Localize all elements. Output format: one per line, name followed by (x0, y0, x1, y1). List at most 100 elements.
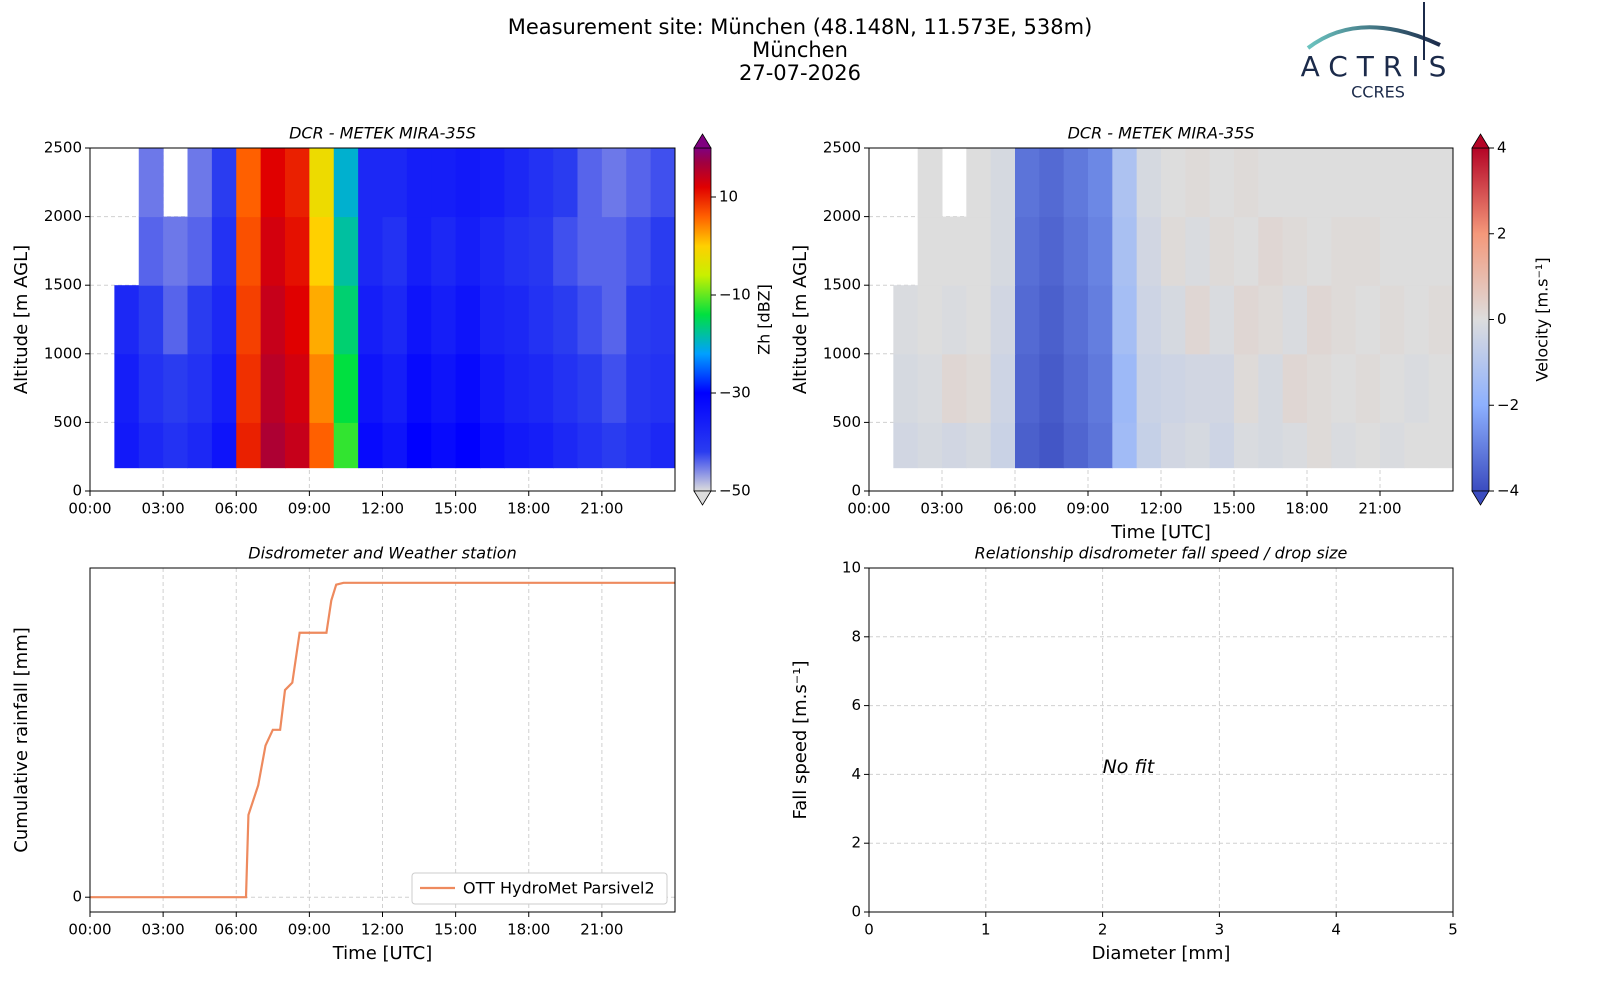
heat-cell (1258, 285, 1284, 355)
heat-cell (966, 422, 992, 469)
y-axis-label: Cumulative rainfall [mm] (11, 627, 32, 853)
heat-cell (163, 422, 188, 469)
heat-cell (236, 422, 262, 469)
heat-cell (406, 422, 432, 469)
heat-cell (333, 353, 359, 423)
x-tick-label: 12:00 (361, 500, 404, 518)
y-tick-label: 1000 (44, 344, 82, 362)
heat-cell (333, 216, 359, 286)
heat-cell (504, 216, 530, 286)
heat-cell (285, 216, 310, 286)
heat-cell (1185, 353, 1211, 423)
heat-cell (260, 216, 286, 286)
heat-cell (211, 148, 237, 218)
x-tick-label: 5 (1448, 921, 1458, 939)
heat-cell (1112, 285, 1138, 355)
heat-cell (1209, 422, 1235, 469)
heat-cell (990, 353, 1016, 423)
heat-cell (309, 216, 335, 286)
y-tick-label: 2500 (44, 139, 82, 157)
heat-cell (163, 216, 188, 286)
x-tick-label: 2 (1098, 921, 1108, 939)
heat-cell (1015, 216, 1040, 286)
heat-cell (1380, 285, 1405, 355)
heat-cell (1282, 422, 1308, 469)
heat-cell (1112, 353, 1138, 423)
heat-cell (187, 285, 213, 355)
heat-cell (358, 422, 383, 469)
heat-cell (187, 353, 213, 423)
heat-cell (626, 422, 652, 469)
heat-cell (1428, 148, 1454, 218)
heat-cell (138, 216, 164, 286)
heat-cell (1088, 148, 1113, 218)
heat-cell (893, 353, 919, 423)
colorbar-extend (1471, 133, 1490, 149)
x-tick-label: 06:00 (215, 500, 258, 518)
heat-cell (382, 353, 408, 423)
heat-cell (211, 353, 237, 423)
heat-cell (358, 216, 383, 286)
heat-cell (601, 216, 627, 286)
heat-cell (1015, 148, 1040, 218)
heat-cell (1015, 285, 1040, 355)
heat-cell (1088, 285, 1113, 355)
plot-frame (89, 567, 676, 913)
x-tick-label: 15:00 (434, 921, 477, 939)
x-tick-label: 21:00 (1358, 500, 1401, 518)
y-tick-label: 500 (832, 413, 861, 431)
heat-cell (480, 353, 505, 423)
heat-cell (1355, 285, 1381, 355)
heat-cell (1136, 285, 1162, 355)
heat-cell (309, 148, 335, 218)
heat-cell (1307, 148, 1332, 218)
x-tick-label: 0 (864, 921, 874, 939)
heat-cell (601, 285, 627, 355)
y-tick-label: 10 (842, 559, 861, 577)
x-tick-label: 03:00 (142, 500, 185, 518)
colorbar-tick-label: −50 (719, 482, 751, 500)
heat-cell (455, 148, 481, 218)
x-tick-label: 06:00 (215, 921, 258, 939)
heat-cell (1209, 148, 1235, 218)
chart-title: Disdrometer and Weather station (248, 544, 516, 563)
heat-cell (1404, 422, 1430, 469)
heat-cell (1039, 353, 1065, 423)
heat-cell (382, 216, 408, 286)
heat-cell (260, 285, 286, 355)
heat-cell (1428, 285, 1454, 355)
x-tick-label: 09:00 (288, 500, 331, 518)
x-tick-label: 00:00 (68, 500, 111, 518)
y-tick-label: 6 (851, 696, 861, 714)
heat-cell (163, 353, 188, 423)
x-tick-label: 00:00 (68, 921, 111, 939)
x-tick-label: 3 (1215, 921, 1225, 939)
heat-cell (966, 148, 992, 218)
heat-cell (455, 353, 481, 423)
heat-cell (114, 422, 140, 469)
heat-cell (1380, 148, 1405, 218)
heat-cell (1063, 285, 1089, 355)
heat-cell (1380, 353, 1405, 423)
heat-cell (1185, 422, 1211, 469)
x-tick-label: 12:00 (361, 921, 404, 939)
y-axis-label: Fall speed [m.s⁻¹] (790, 661, 811, 820)
heat-cell (577, 353, 603, 423)
heat-cell (601, 422, 627, 469)
x-tick-label: 21:00 (580, 921, 623, 939)
heat-cell (1428, 422, 1454, 469)
heat-cell (260, 353, 286, 423)
x-axis-label: Time [UTC] (332, 943, 433, 964)
heat-cell (1331, 353, 1357, 423)
colorbar-tick-label: 2 (1497, 224, 1507, 242)
heat-cell (917, 285, 943, 355)
heat-cell (650, 353, 676, 423)
heat-cell (1209, 353, 1235, 423)
heat-cell (1136, 422, 1162, 469)
heat-cell (1355, 422, 1381, 469)
heat-cell (990, 422, 1016, 469)
colorbar-extend (693, 133, 712, 149)
heat-cell (528, 285, 554, 355)
heat-cell (431, 148, 457, 218)
